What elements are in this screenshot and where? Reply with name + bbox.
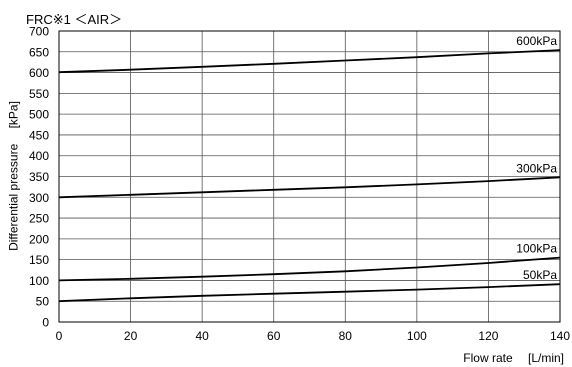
x-tick-label: 60: [267, 329, 281, 343]
grid: [59, 31, 560, 322]
x-tick-label: 20: [124, 329, 138, 343]
y-tick-label: 250: [29, 212, 49, 226]
series-line-300kPa: [58, 176, 561, 199]
series-line-100kPa: [58, 256, 561, 282]
x-tick-label: 80: [339, 329, 353, 343]
x-axis-label: Flow rate [L/min]: [463, 351, 564, 365]
y-tick-label: 50: [36, 295, 50, 309]
series-label-50kPa: 50kPa: [523, 268, 557, 282]
y-tick-label: 650: [29, 45, 49, 59]
x-tick-label: 0: [56, 329, 63, 343]
series-label-600kPa: 600kPa: [516, 34, 557, 48]
series-line-600kPa: [58, 49, 561, 74]
series-label-100kPa: 100kPa: [516, 242, 557, 256]
x-tick-label: 100: [407, 329, 427, 343]
plot-frame: [58, 30, 561, 323]
x-tick-label: 40: [195, 329, 209, 343]
chart-title: FRC※1 ＜AIR＞: [26, 12, 123, 27]
x-tick-label: 140: [550, 329, 570, 343]
y-tick-label: 150: [29, 253, 49, 267]
y-tick-label: 450: [29, 128, 49, 142]
y-tick-label: 600: [29, 66, 49, 80]
series-lines: [58, 49, 561, 303]
y-tick-label: 100: [29, 274, 49, 288]
tick-labels: 0501001502002503003504004505005506006507…: [29, 25, 570, 344]
y-tick-label: 700: [29, 25, 49, 39]
series-line-50kPa: [58, 283, 561, 303]
y-tick-label: 400: [29, 149, 49, 163]
x-tick-label: 120: [478, 329, 498, 343]
y-tick-label: 300: [29, 191, 49, 205]
y-tick-label: 500: [29, 108, 49, 122]
y-tick-label: 0: [42, 316, 49, 330]
y-tick-label: 550: [29, 87, 49, 101]
series-labels: 600kPa 300kPa 100kPa 50kPa: [516, 34, 557, 282]
series-label-300kPa: 300kPa: [516, 161, 557, 175]
y-tick-label: 350: [29, 170, 49, 184]
y-tick-label: 200: [29, 232, 49, 246]
